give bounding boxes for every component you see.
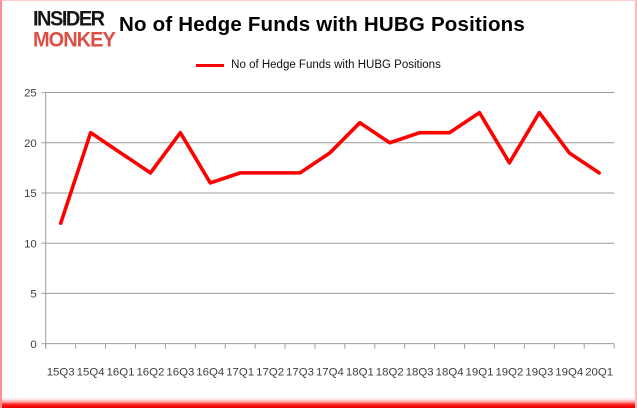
x-tick-label: 18Q4 bbox=[436, 367, 465, 379]
x-tick-label: 15Q4 bbox=[77, 367, 106, 379]
logo-insider-text: INSIDER bbox=[33, 6, 105, 31]
x-tick-label: 15Q3 bbox=[47, 367, 75, 379]
logo-monkey-text: MONKEY bbox=[33, 27, 116, 52]
legend-label: No of Hedge Funds with HUBG Positions bbox=[231, 59, 441, 71]
x-tick-label: 16Q3 bbox=[166, 367, 194, 379]
x-tick-label: 17Q2 bbox=[256, 367, 284, 379]
y-tick-label: 20 bbox=[24, 138, 37, 150]
x-tick-label: 17Q1 bbox=[226, 367, 254, 379]
x-tick-label: 16Q2 bbox=[136, 367, 164, 379]
y-tick-label: 10 bbox=[24, 238, 37, 250]
data-line bbox=[58, 110, 601, 225]
legend-line-icon bbox=[196, 63, 225, 67]
x-tick-label: 17Q4 bbox=[316, 367, 345, 379]
legend: No of Hedge Funds with HUBG Positions bbox=[2, 59, 635, 71]
insider-monkey-logo: INSIDER MONKEY bbox=[33, 6, 116, 52]
x-tick-label: 19Q3 bbox=[525, 367, 553, 379]
chart-title: No of Hedge Funds with HUBG Positions bbox=[119, 13, 525, 36]
y-tick-label: 25 bbox=[24, 88, 37, 100]
x-tick-label: 19Q1 bbox=[466, 367, 494, 379]
x-tick-label: 16Q1 bbox=[107, 367, 135, 379]
x-tick-label: 19Q4 bbox=[555, 367, 584, 379]
x-tick-label: 20Q1 bbox=[585, 367, 613, 379]
x-tick-label: 19Q2 bbox=[495, 367, 523, 379]
x-tick-label: 18Q2 bbox=[376, 367, 404, 379]
header: INSIDER MONKEY No of Hedge Funds with HU… bbox=[2, 1, 635, 57]
x-tick-label: 16Q4 bbox=[196, 367, 225, 379]
x-tick-label: 17Q3 bbox=[286, 367, 314, 379]
y-tick-label: 5 bbox=[30, 289, 36, 301]
x-tick-label: 18Q1 bbox=[346, 367, 374, 379]
y-tick-label: 15 bbox=[24, 188, 37, 200]
x-tick-label: 18Q3 bbox=[406, 367, 434, 379]
y-tick-label: 0 bbox=[30, 339, 36, 351]
